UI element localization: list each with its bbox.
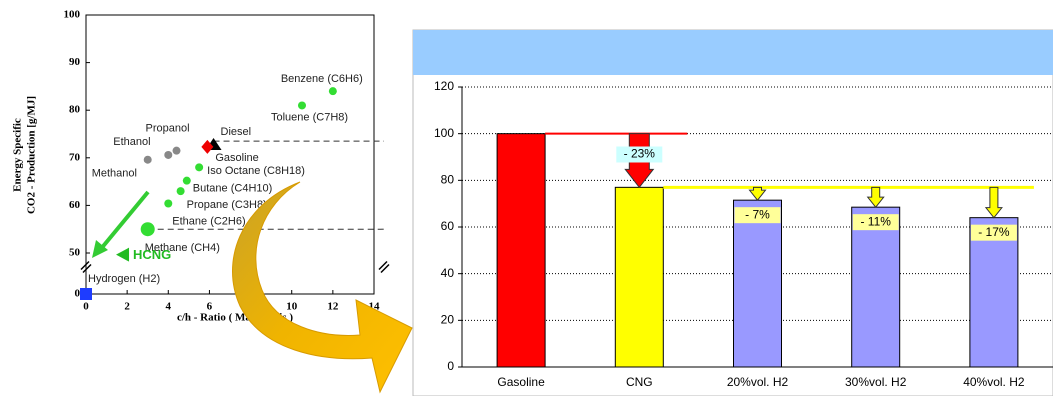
y-tick-label: 80 — [441, 173, 455, 187]
scatter-chart: Energy Specific CO2 - Production [g/MJ] … — [12, 9, 389, 324]
x-tick-label: 6 — [207, 301, 213, 313]
x-tick-label: 12 — [327, 301, 339, 313]
figure: Energy Specific CO2 - Production [g/MJ] … — [0, 0, 1053, 396]
link-arrow — [233, 182, 413, 392]
y-tick-label: 20 — [441, 313, 455, 327]
point — [173, 147, 181, 155]
point — [177, 187, 185, 195]
point-label: Ethanol — [113, 136, 150, 148]
bar — [497, 134, 545, 367]
bar — [615, 187, 663, 367]
point-label: Hydrogen (H2) — [88, 273, 160, 285]
point-label: Gasoline — [215, 152, 258, 164]
x-tick-label: CNG — [626, 375, 653, 389]
panel-header — [413, 30, 1053, 75]
point-label: Diesel — [221, 126, 252, 138]
y-tick-label: 0 — [75, 288, 81, 300]
point — [144, 156, 152, 164]
x-tick-label: 30%vol. H2 — [845, 375, 907, 389]
change-label: - 17% — [978, 225, 1010, 239]
point — [183, 177, 191, 185]
x-tick-label: 10 — [286, 301, 298, 313]
point — [164, 151, 172, 159]
axis-break — [379, 262, 389, 273]
point — [329, 87, 337, 95]
change-label: - 11% — [860, 214, 891, 228]
bar — [734, 200, 782, 367]
y-tick-label: 0 — [447, 359, 454, 373]
x-tick-label: 20%vol. H2 — [727, 375, 789, 389]
y-tick-label: 60 — [441, 219, 455, 233]
point-label: Benzene (C6H6) — [281, 73, 363, 85]
y-tick-label: 60 — [69, 199, 81, 211]
y-tick-label: 90 — [69, 56, 81, 68]
x-tick-label: 4 — [166, 301, 172, 313]
y-tick-label: 80 — [69, 104, 81, 116]
change-label: - 23% — [624, 147, 656, 161]
y-tick-label: 50 — [69, 247, 81, 259]
y-tick-label: 40 — [441, 266, 455, 280]
y-tick-label: 70 — [69, 151, 81, 163]
point — [195, 163, 203, 171]
x-tick-label: Gasoline — [497, 375, 545, 389]
point — [80, 288, 92, 300]
y-axis-label: Energy Specific — [12, 118, 24, 192]
point — [141, 222, 155, 236]
x-tick-label: 0 — [83, 301, 89, 313]
point-label: Butane (C4H10) — [193, 183, 272, 195]
point-label: Toluene (C7H8) — [271, 111, 348, 123]
point — [164, 199, 172, 207]
point-label: HCNG — [133, 247, 171, 262]
bar — [852, 207, 900, 367]
trend-arrow — [100, 192, 148, 250]
y-tick-label: 100 — [434, 126, 454, 140]
x-tick-label: 40%vol. H2 — [963, 375, 1025, 389]
y-tick-label: 100 — [64, 9, 81, 21]
point-label: Propane (C3H8) — [187, 199, 267, 211]
y-tick-label: 120 — [434, 79, 454, 93]
point-label: Ethane (C2H6) — [172, 215, 245, 227]
y-axis-label: CO2 - Production [g/MJ] — [26, 96, 38, 214]
point-label: Propanol — [146, 123, 190, 135]
point — [116, 248, 129, 262]
change-label: - 7% — [745, 207, 770, 221]
point-label: Iso Octane (C8H18) — [207, 165, 305, 177]
x-tick-label: 2 — [124, 301, 130, 313]
point-label: Methanol — [92, 168, 137, 180]
bar-chart: 0 20 40 60 80 100 120 Gasoline CNG 20%vol. H2 30%v… — [413, 30, 1053, 396]
point — [298, 101, 306, 109]
